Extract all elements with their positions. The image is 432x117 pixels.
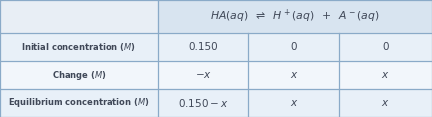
Text: $x$: $x$ [289, 70, 298, 80]
Text: Initial concentration ($\mathit{M}$): Initial concentration ($\mathit{M}$) [21, 41, 137, 53]
Text: 0.150: 0.150 [188, 42, 218, 52]
Text: $x$: $x$ [289, 98, 298, 108]
Text: 0: 0 [382, 42, 389, 52]
Text: 0: 0 [290, 42, 297, 52]
Text: $x$: $x$ [381, 70, 390, 80]
Text: Equilibrium concentration ($\mathit{M}$): Equilibrium concentration ($\mathit{M}$) [8, 96, 149, 110]
Text: $\mathit{HA}(aq)$$\;\;\rightleftharpoons\;\;$$\mathit{H}^+(aq)$$\;\;+\;\;$$\math: $\mathit{HA}(aq)$$\;\;\rightleftharpoons… [210, 8, 380, 25]
Text: $x$: $x$ [381, 98, 390, 108]
Text: Change ($\mathit{M}$): Change ($\mathit{M}$) [51, 69, 106, 82]
Text: $-x$: $-x$ [194, 70, 212, 80]
Text: $0.150-x$: $0.150-x$ [178, 97, 229, 109]
